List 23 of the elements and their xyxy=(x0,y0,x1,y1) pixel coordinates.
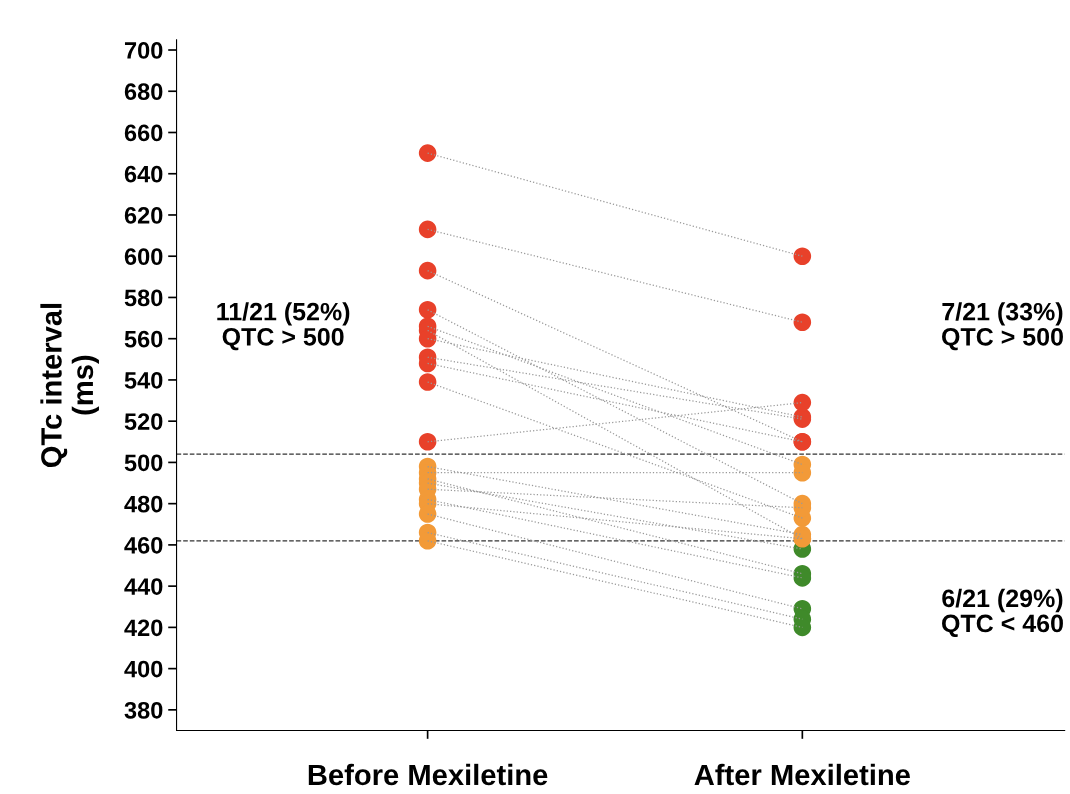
y-tick-label: 680 xyxy=(124,83,163,101)
y-tick-label: 660 xyxy=(124,124,163,142)
y-tick-label: 420 xyxy=(124,619,163,637)
y-axis-title: QTc interval (ms) xyxy=(40,303,99,468)
y-tick-label: 480 xyxy=(124,495,163,513)
y-tick-label: 540 xyxy=(124,372,163,389)
y-tick-label: 400 xyxy=(124,660,163,678)
y-tick-label: 440 xyxy=(124,578,163,595)
y-tick-label: 380 xyxy=(124,701,163,719)
x-tick-label: Before Mexiletine xyxy=(308,763,548,786)
y-tick-label: 580 xyxy=(124,289,163,307)
y-tick-label: 700 xyxy=(124,42,163,59)
y-tick-label: 620 xyxy=(124,207,163,224)
y-tick-label: 560 xyxy=(124,330,163,348)
annotation: 6/21 (29%) QTC < 460 xyxy=(942,588,1063,637)
annotation: 11/21 (52%) QTC > 500 xyxy=(217,302,350,351)
annotation: 7/21 (33%) QTC > 500 xyxy=(942,302,1063,351)
y-tick-label: 520 xyxy=(124,413,163,430)
y-tick-label: 500 xyxy=(124,454,163,472)
y-tick-label: 600 xyxy=(124,248,163,265)
y-tick-label: 640 xyxy=(124,165,163,183)
x-tick-label: After Mexiletine xyxy=(694,763,910,786)
y-tick-label: 460 xyxy=(124,536,163,554)
